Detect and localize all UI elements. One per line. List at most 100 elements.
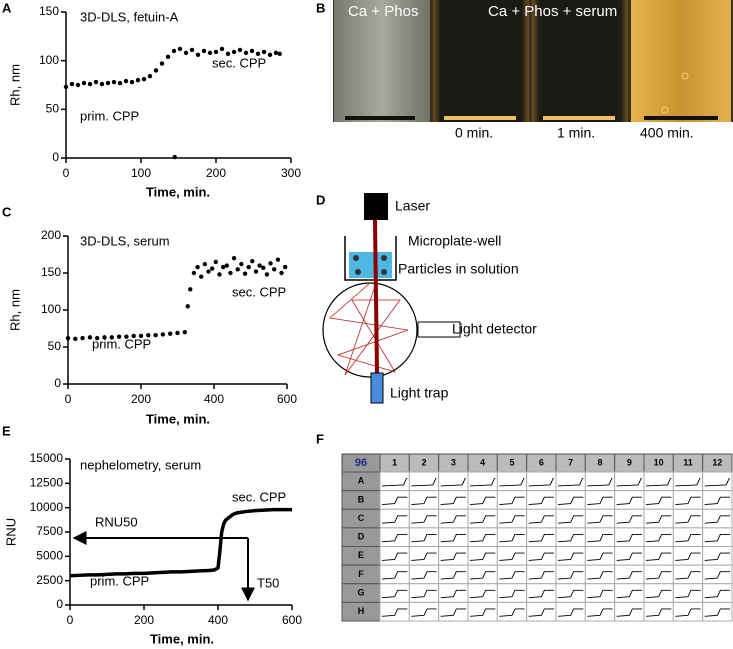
mini-curve — [381, 533, 408, 543]
mini-curve — [528, 571, 554, 580]
annotation: RNU50 — [95, 514, 138, 529]
data-point — [116, 334, 122, 339]
data-point — [191, 270, 197, 276]
column-label: 9 — [627, 457, 632, 467]
photo-header: Ca + Phos — [348, 3, 418, 20]
bubble — [681, 72, 689, 80]
mini-curve — [440, 571, 466, 580]
mini-curve — [469, 608, 496, 617]
well-cell — [526, 508, 557, 529]
data-point — [225, 51, 231, 57]
chart-c: 3D-DLS, serum prim. CPP sec. CPP Time, m… — [7, 228, 297, 426]
mini-curve — [587, 478, 613, 487]
y-tick-label: 10000 — [30, 500, 64, 514]
mini-curve — [645, 571, 672, 580]
data-point — [168, 331, 173, 336]
data-point — [246, 264, 251, 270]
panel-label: A — [2, 0, 12, 15]
data-point — [272, 267, 277, 272]
column-label: 10 — [654, 457, 664, 467]
mini-curve — [499, 533, 525, 543]
data-point — [242, 271, 248, 276]
x-tick-label: 0 — [67, 613, 74, 627]
particle — [381, 255, 387, 261]
well-cell — [614, 601, 645, 622]
well-cell — [672, 583, 704, 603]
data-point — [87, 81, 93, 87]
well-cell — [379, 583, 410, 603]
row-label: C — [358, 513, 365, 523]
data-point — [219, 46, 225, 52]
data-point — [93, 79, 99, 85]
data-point — [95, 335, 100, 341]
mini-curve — [499, 478, 525, 487]
mini-curve — [704, 589, 730, 599]
data-point — [201, 48, 207, 54]
data-point — [65, 335, 71, 341]
mini-curve — [440, 496, 466, 506]
mini-curve — [411, 608, 437, 617]
data-point — [153, 332, 158, 338]
well-cell — [379, 546, 410, 566]
well-cell — [379, 601, 410, 622]
x-tick-label: 0 — [65, 392, 72, 406]
mini-curve — [411, 589, 437, 599]
mini-curve — [675, 496, 701, 506]
mini-curve — [557, 515, 584, 524]
x-tick-label: 300 — [281, 166, 301, 180]
photo-panel: Ca + Phos Ca + Phos + serum 0 min. 1 min… — [333, 0, 733, 141]
data-point — [87, 335, 93, 340]
well-cell — [672, 527, 704, 547]
column-label: 11 — [683, 457, 693, 467]
mini-curve — [616, 608, 642, 617]
mini-curve — [557, 589, 584, 599]
laser — [364, 193, 388, 220]
mini-curve — [704, 496, 730, 506]
row-label: B — [358, 494, 365, 504]
data-point — [80, 335, 85, 341]
data-point — [207, 50, 213, 56]
panel-label: C — [2, 204, 12, 219]
cuvette-base — [345, 116, 415, 120]
y-axis-label: Rh, nm — [7, 289, 22, 331]
y-tick-label: 7500 — [36, 524, 63, 538]
y-tick-label: 12500 — [30, 476, 64, 490]
mini-curve — [645, 552, 672, 561]
mini-curve — [528, 589, 554, 599]
well-cell — [496, 601, 528, 622]
mini-curve — [440, 552, 466, 561]
data-point — [109, 335, 115, 340]
data-point — [189, 47, 195, 53]
column-label: 12 — [712, 457, 722, 467]
y-tick-label: 15000 — [30, 451, 64, 465]
well-cell — [467, 490, 498, 510]
y-tick-label: 50 — [46, 102, 60, 116]
annotation: 3D-DLS, serum — [80, 233, 170, 248]
well-cell — [584, 508, 616, 529]
bubble — [661, 106, 669, 114]
mini-curve — [587, 552, 613, 561]
mini-curve — [616, 552, 642, 561]
particle — [381, 269, 387, 275]
data-point — [153, 68, 159, 73]
data-point — [124, 334, 129, 339]
data-point — [160, 332, 166, 337]
mini-curve — [645, 478, 672, 487]
mini-curve — [675, 589, 701, 599]
mini-curve — [587, 515, 613, 524]
cuvette — [631, 0, 731, 122]
well-cell — [379, 490, 410, 510]
data-point — [282, 264, 288, 270]
mini-curve — [469, 515, 496, 524]
data-point — [264, 272, 270, 277]
time-label: 400 min. — [640, 125, 694, 141]
mini-curve — [704, 478, 730, 487]
panel-label: E — [2, 423, 11, 438]
data-point — [183, 50, 189, 56]
row-label: D — [358, 532, 365, 542]
well-cell — [438, 583, 469, 603]
data-point — [117, 80, 123, 86]
x-tick-label: 400 — [204, 392, 224, 406]
well-cell — [643, 583, 674, 603]
mini-curve — [675, 478, 701, 487]
